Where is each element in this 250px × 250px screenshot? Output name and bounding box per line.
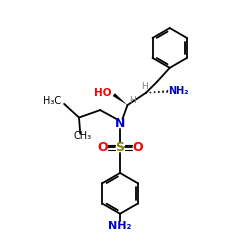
Text: O: O	[132, 141, 143, 154]
Text: N: N	[115, 117, 125, 130]
Text: NH₂: NH₂	[108, 221, 132, 231]
Polygon shape	[113, 93, 128, 105]
Text: NH₂: NH₂	[168, 86, 189, 97]
Text: H: H	[130, 96, 136, 105]
Text: CH₃: CH₃	[73, 131, 92, 141]
Text: S: S	[116, 141, 124, 154]
Text: HO: HO	[94, 88, 111, 99]
Text: H: H	[142, 82, 148, 91]
Text: H₃C: H₃C	[44, 96, 62, 106]
Text: O: O	[97, 141, 108, 154]
